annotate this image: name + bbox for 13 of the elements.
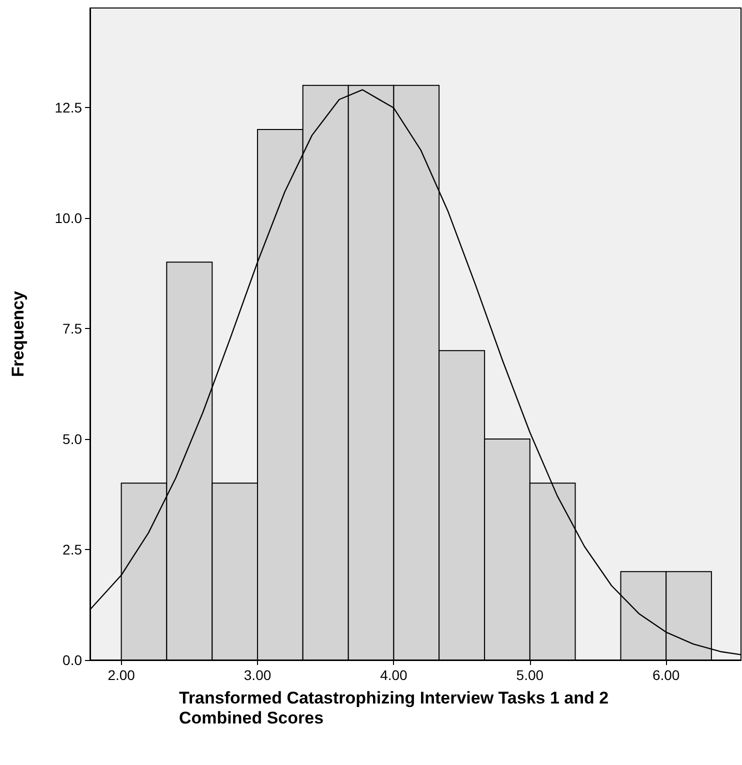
y-tick-label: 7.5: [62, 320, 82, 336]
x-axis-title: Transformed Catastrophizing Interview Tasks 1 and 2 Combined Scores: [179, 688, 614, 728]
x-tick-label: 2.00: [108, 667, 136, 683]
y-tick-label: 2.5: [62, 541, 82, 558]
x-tick-label: 6.00: [652, 667, 680, 683]
y-tick-label: 5.0: [62, 430, 82, 447]
x-tick-label: 4.00: [380, 667, 408, 683]
x-tick-label: 5.00: [516, 667, 544, 683]
y-axis-title: Frequency: [8, 290, 28, 377]
y-tick-label: 0.0: [62, 652, 82, 668]
y-tick-label: 10.0: [54, 210, 82, 226]
x-tick-label: 3.00: [244, 667, 272, 683]
y-tick-label: 12.5: [54, 99, 82, 116]
